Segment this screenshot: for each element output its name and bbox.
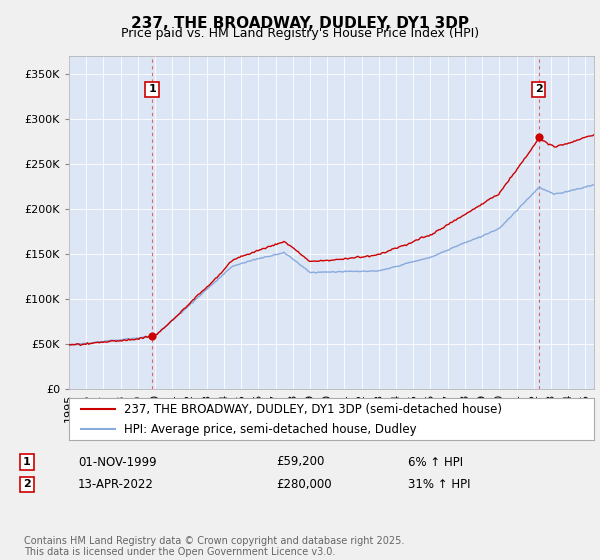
Text: 6% ↑ HPI: 6% ↑ HPI xyxy=(408,455,463,469)
Text: HPI: Average price, semi-detached house, Dudley: HPI: Average price, semi-detached house,… xyxy=(124,423,417,436)
Point xyxy=(148,332,157,340)
Text: 1: 1 xyxy=(23,457,31,467)
Text: 237, THE BROADWAY, DUDLEY, DY1 3DP: 237, THE BROADWAY, DUDLEY, DY1 3DP xyxy=(131,16,469,31)
Text: 2: 2 xyxy=(535,85,542,94)
Text: £280,000: £280,000 xyxy=(276,478,332,491)
Text: 31% ↑ HPI: 31% ↑ HPI xyxy=(408,478,470,491)
Point xyxy=(534,133,544,142)
Text: £59,200: £59,200 xyxy=(276,455,325,469)
Text: Price paid vs. HM Land Registry's House Price Index (HPI): Price paid vs. HM Land Registry's House … xyxy=(121,27,479,40)
Text: 2: 2 xyxy=(23,479,31,489)
Text: Contains HM Land Registry data © Crown copyright and database right 2025.
This d: Contains HM Land Registry data © Crown c… xyxy=(24,535,404,557)
Text: 1: 1 xyxy=(148,85,156,94)
Text: 01-NOV-1999: 01-NOV-1999 xyxy=(78,455,157,469)
Text: 13-APR-2022: 13-APR-2022 xyxy=(78,478,154,491)
Text: 237, THE BROADWAY, DUDLEY, DY1 3DP (semi-detached house): 237, THE BROADWAY, DUDLEY, DY1 3DP (semi… xyxy=(124,403,502,416)
